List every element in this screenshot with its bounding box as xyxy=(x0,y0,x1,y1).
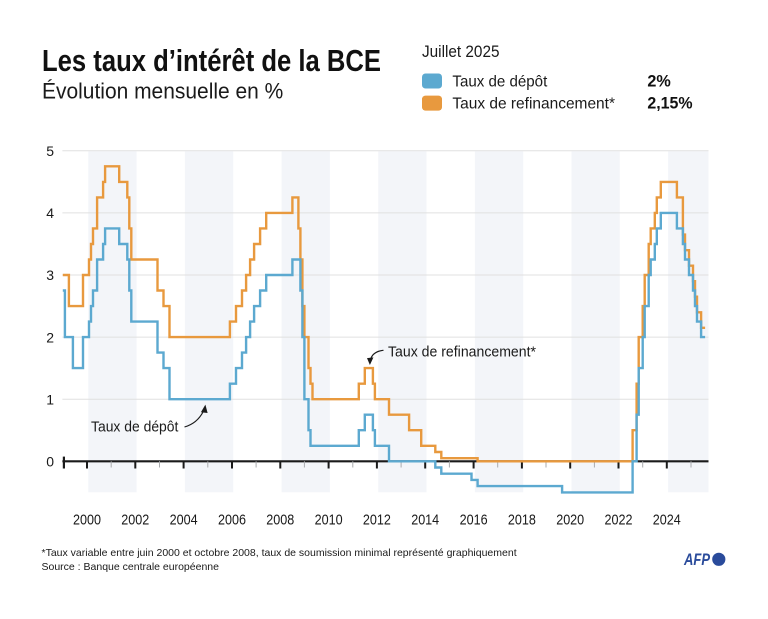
svg-text:2012: 2012 xyxy=(363,512,391,529)
svg-text:2016: 2016 xyxy=(460,512,488,529)
svg-text:2008: 2008 xyxy=(266,512,294,529)
svg-text:2018: 2018 xyxy=(508,512,536,529)
svg-text:2014: 2014 xyxy=(411,512,439,529)
svg-text:Les taux d’intérêt de la BCE: Les taux d’intérêt de la BCE xyxy=(42,43,381,78)
svg-text:*Taux variable entre juin 2000: *Taux variable entre juin 2000 et octobr… xyxy=(42,547,517,559)
svg-text:2010: 2010 xyxy=(315,512,343,529)
svg-text:0: 0 xyxy=(46,454,54,470)
svg-text:1: 1 xyxy=(46,391,54,407)
svg-text:2,15%: 2,15% xyxy=(647,94,692,113)
svg-text:Taux de refinancement*: Taux de refinancement* xyxy=(388,344,536,361)
svg-text:Source : Banque centrale europ: Source : Banque centrale européenne xyxy=(42,561,220,573)
svg-text:3: 3 xyxy=(46,267,54,283)
svg-text:2006: 2006 xyxy=(218,512,246,529)
svg-text:Taux de refinancement*: Taux de refinancement* xyxy=(452,96,615,113)
svg-text:Évolution mensuelle en %: Évolution mensuelle en % xyxy=(42,79,283,104)
svg-text:2022: 2022 xyxy=(605,512,633,529)
svg-text:2000: 2000 xyxy=(73,512,101,529)
svg-text:2%: 2% xyxy=(647,72,670,91)
svg-text:4: 4 xyxy=(46,205,54,221)
svg-text:AFP: AFP xyxy=(683,551,711,569)
svg-text:2020: 2020 xyxy=(556,512,584,529)
svg-text:Taux de dépôt: Taux de dépôt xyxy=(91,419,179,436)
svg-text:2004: 2004 xyxy=(170,512,198,529)
svg-text:Juillet 2025: Juillet 2025 xyxy=(422,42,500,61)
svg-text:Taux de dépôt: Taux de dépôt xyxy=(452,74,547,91)
svg-text:5: 5 xyxy=(46,143,54,159)
svg-text:2024: 2024 xyxy=(653,512,681,529)
svg-text:2: 2 xyxy=(46,329,54,345)
svg-text:2002: 2002 xyxy=(121,512,149,529)
